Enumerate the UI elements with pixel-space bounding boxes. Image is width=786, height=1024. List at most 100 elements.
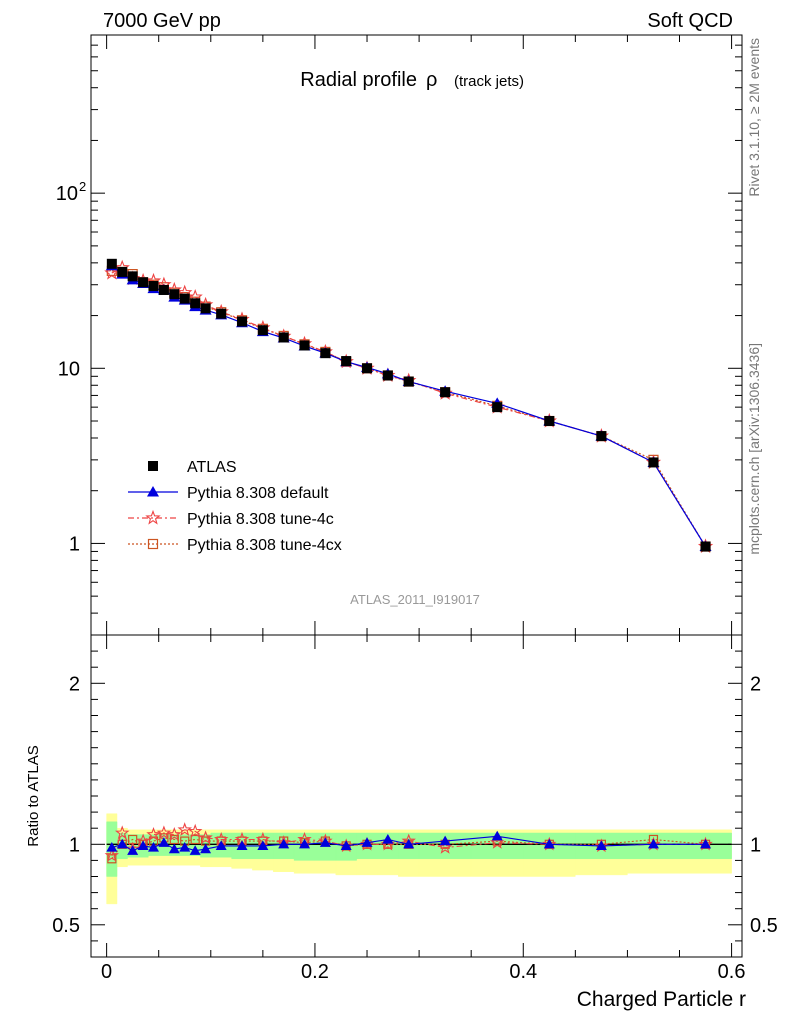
legend-label: Pythia 8.308 tune-4c [187,511,334,528]
plot-title: Radial profile [300,69,417,91]
legend-marker-default [147,486,159,497]
category-label: Soft QCD [647,10,733,32]
data-point-atlas [299,340,310,351]
data-point-atlas [117,266,128,277]
ratio-point-tune4c [156,825,172,840]
plot-title-symbol: ρ [426,69,437,91]
y-tick-label: 10 [56,183,78,205]
ratio-y-tick-label: 2 [69,673,80,695]
data-point-atlas [200,303,211,314]
legend-marker-tune4cx [147,538,159,550]
ratio-point-tune4c [177,822,193,836]
ratio-series-tune4c [104,822,713,862]
x-tick-label: 0 [101,961,112,983]
ratio-point-tune4c [490,835,505,849]
legend-entry-tune4c: Pythia 8.308 tune-4c [128,509,334,528]
data-point-atlas [278,332,289,343]
legend-entry-default: Pythia 8.308 default [128,485,329,502]
ratio-point-default [382,833,394,844]
legend-entry-tune4cx: Pythia 8.308 tune-4cx [128,537,342,554]
rivet-version-label: Rivet 3.1.10, ≥ 2M events [746,38,762,197]
ratio-axis-ticks [91,634,742,958]
ratio-y-tick-label: 0.5 [52,915,80,937]
ratio-plot-frame [90,634,743,958]
data-point-atlas [700,541,711,552]
series-atlas [106,258,711,552]
plot-title-suffix: (track jets) [454,73,524,90]
data-point-atlas [492,402,503,413]
data-point-atlas [341,356,352,367]
y-tick-label: 10 [58,358,80,380]
ratio-point-default [137,840,149,851]
ratio-y-tick-label: 1 [69,834,80,856]
ratio-point-default [158,837,170,847]
y-tick-label: 1 [69,533,80,555]
ratio-point-default [189,845,201,855]
ratio-point-tune4c [146,827,161,841]
ratio-point-default [200,843,212,854]
ratio-point-default [595,840,607,851]
ratio-point-tune4c [104,848,119,862]
ratio-point-default [116,838,128,849]
series-line-tune4c [111,267,707,547]
data-point-atlas [216,308,227,319]
ratio-point-tune4c [198,830,213,844]
main-axis-ticks [91,34,742,636]
ratio-series-default [106,830,712,855]
x-axis-label: Charged Particle r [577,988,746,1011]
data-point-atlas [169,289,180,300]
data-point-atlas [148,281,159,292]
data-point-atlas [127,271,138,282]
data-point-tune4c [104,264,120,280]
data-point-atlas [382,370,393,381]
legend-marker-tune4c [145,509,161,525]
data-point-atlas [648,457,659,468]
x-tick-label: 0.6 [718,961,746,983]
ratio-point-default [361,837,373,847]
ratio-y-tick-label-right: 0.5 [750,915,778,937]
ratio-point-tune4cx [190,834,200,845]
data-point-atlas [106,258,117,269]
ratio-plot-panel: 0.5 0.5 1 1 2 2 0 0.2 0.4 0.6 Ratio to ATLAS Char… [25,634,778,1011]
legend-label: Pythia 8.308 tune-4cx [187,537,342,554]
data-point-atlas [544,416,555,427]
ratio-point-default [491,830,503,841]
ratio-y-axis-label: Ratio to ATLAS [25,745,42,846]
ratio-point-tune4c [167,827,182,841]
legend: ATLAS Pythia 8.308 default Pythia 8.308 tu… [128,459,342,554]
ratio-point-default [168,843,180,854]
legend-marker-atlas [148,461,158,471]
data-point-atlas [440,387,451,398]
data-point-atlas [320,348,331,359]
legend-label: ATLAS [187,459,237,476]
ratio-point-default [215,840,227,851]
x-tick-label: 0.4 [509,961,537,983]
x-tick-label: 0.2 [301,961,329,983]
data-point-atlas [138,277,149,288]
ratio-point-default [299,838,311,849]
ratio-point-tune4c [114,825,130,840]
analysis-watermark: ATLAS_2011_I919017 [350,592,480,607]
main-series-group [104,258,714,554]
ratio-uncertainty-bands [106,813,732,905]
ratio-point-tune4c [437,839,453,854]
ratio-line-tune4c [111,829,706,856]
ratio-point-default [106,842,118,852]
ratio-band-inner [106,821,732,877]
ratio-point-default [439,835,451,846]
ratio-point-default [147,842,159,852]
ratio-point-default [700,838,712,849]
ratio-series-group [104,822,713,864]
legend-label: Pythia 8.308 default [187,485,329,502]
ratio-y-tick-label-right: 2 [750,673,761,695]
data-point-atlas [403,376,414,387]
legend-entry-atlas: ATLAS [148,459,237,476]
data-point-atlas [237,316,248,327]
ratio-point-default [647,838,659,849]
ratio-point-default [403,838,415,849]
ratio-y-tick-label-right: 1 [750,834,761,856]
data-point-atlas [158,284,169,295]
